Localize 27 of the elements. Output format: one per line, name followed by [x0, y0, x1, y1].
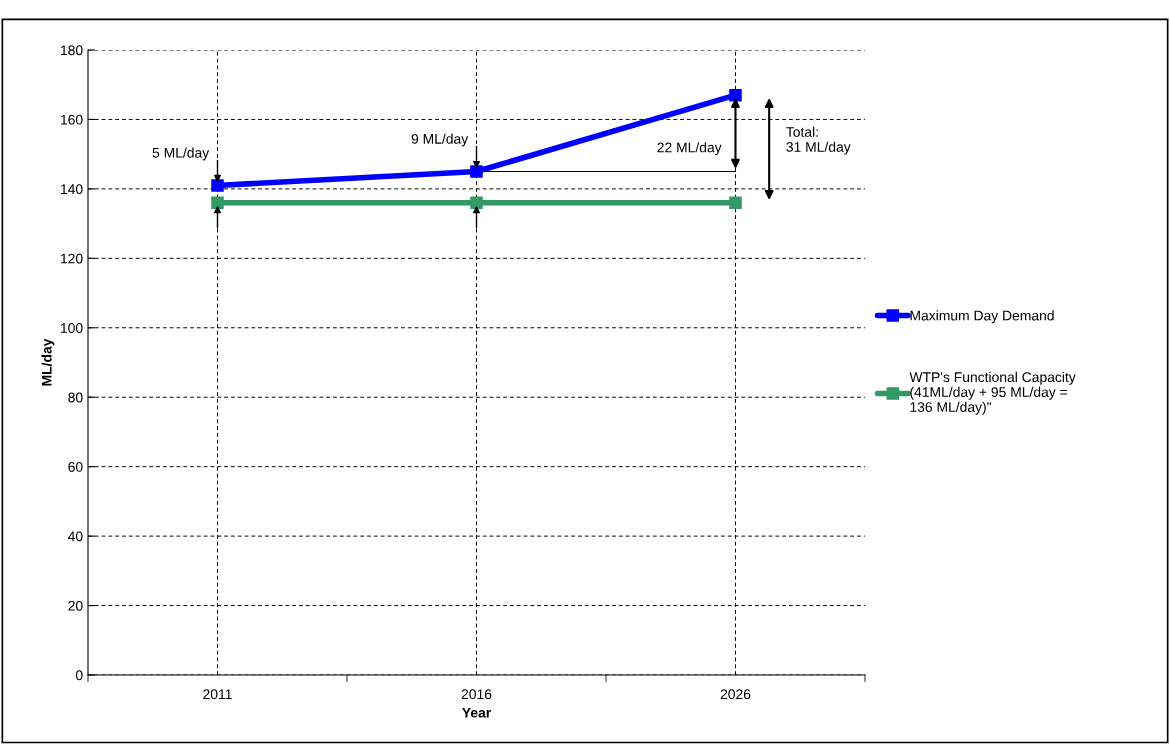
point [729, 88, 742, 102]
annotation: 9 ML/day [411, 133, 469, 147]
annotation: 22 ML/day [657, 142, 722, 156]
point [470, 165, 483, 178]
y-tick-label: 80 [68, 392, 83, 403]
legend-label: WTP's Functional Capacity (41ML/day + 95 ML/day = 136 ML/day)" [909, 371, 1076, 415]
y-tick-label: 140 [61, 184, 83, 195]
y-tick-label: 180 [61, 45, 83, 56]
point [211, 196, 224, 210]
x-tick-label: 2011 [203, 689, 232, 700]
y-tick-label: 40 [68, 531, 83, 542]
y-tick-label: 0 [75, 670, 83, 681]
annotation: Total: 31 ML/day [786, 126, 851, 155]
y-tick-label: 20 [68, 600, 83, 611]
y-tick-label: 100 [61, 323, 83, 333]
annotation: 5 ML/day [152, 147, 210, 161]
point [470, 196, 483, 210]
y-tick-label: 120 [61, 253, 83, 264]
point [729, 196, 742, 210]
y-axis-title: ML/day [41, 338, 55, 386]
legend-label: Maximum Day Demand [910, 310, 1054, 324]
x-tick-label: 2026 [720, 689, 751, 700]
x-tick-label: 2016 [461, 689, 492, 700]
point [211, 179, 224, 192]
y-tick-label: 60 [68, 462, 83, 472]
x-axis-title: Year [462, 707, 491, 718]
y-tick-label: 160 [61, 114, 83, 125]
